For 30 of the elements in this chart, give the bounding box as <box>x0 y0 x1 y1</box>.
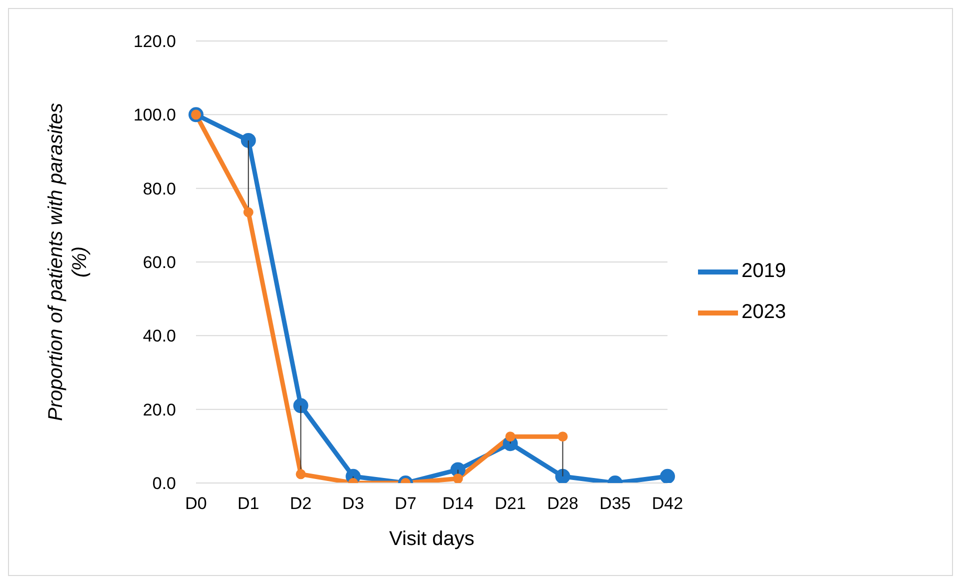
x-tick-label: D35 <box>600 494 631 514</box>
point <box>240 132 256 148</box>
y-tick-label: 0.0 <box>152 474 176 494</box>
y-tick-label: 120.0 <box>133 32 176 52</box>
x-tick-label: D28 <box>547 494 578 514</box>
x-tick-label: D2 <box>290 494 312 514</box>
x-tick-label: D3 <box>342 494 364 514</box>
point <box>293 398 308 414</box>
point <box>296 469 306 480</box>
legend-label: 2023 <box>742 301 786 323</box>
point <box>243 207 254 218</box>
y-tick-label: 40.0 <box>142 326 176 346</box>
y-tick-label: 60.0 <box>142 253 176 272</box>
x-tick-label: D1 <box>238 494 260 514</box>
x-tick-label: D14 <box>442 494 474 514</box>
point <box>505 432 516 442</box>
x-tick-label: D21 <box>494 494 526 514</box>
y-tick-label: 100.0 <box>133 106 176 125</box>
point <box>558 432 568 442</box>
point <box>660 468 675 483</box>
legend-label: 2019 <box>742 260 786 282</box>
y-tick-label: 20.0 <box>142 400 176 420</box>
point <box>452 474 463 483</box>
x-tick-label: D7 <box>394 494 416 514</box>
point <box>555 468 570 483</box>
y-tick-label: 80.0 <box>142 179 176 198</box>
y-axis-title: Proportion of patients with parasites (%) <box>45 103 91 421</box>
x-tick-label: D42 <box>652 494 684 514</box>
x-tick-label: D0 <box>185 494 207 514</box>
x-axis-title: Visit days <box>389 528 474 550</box>
